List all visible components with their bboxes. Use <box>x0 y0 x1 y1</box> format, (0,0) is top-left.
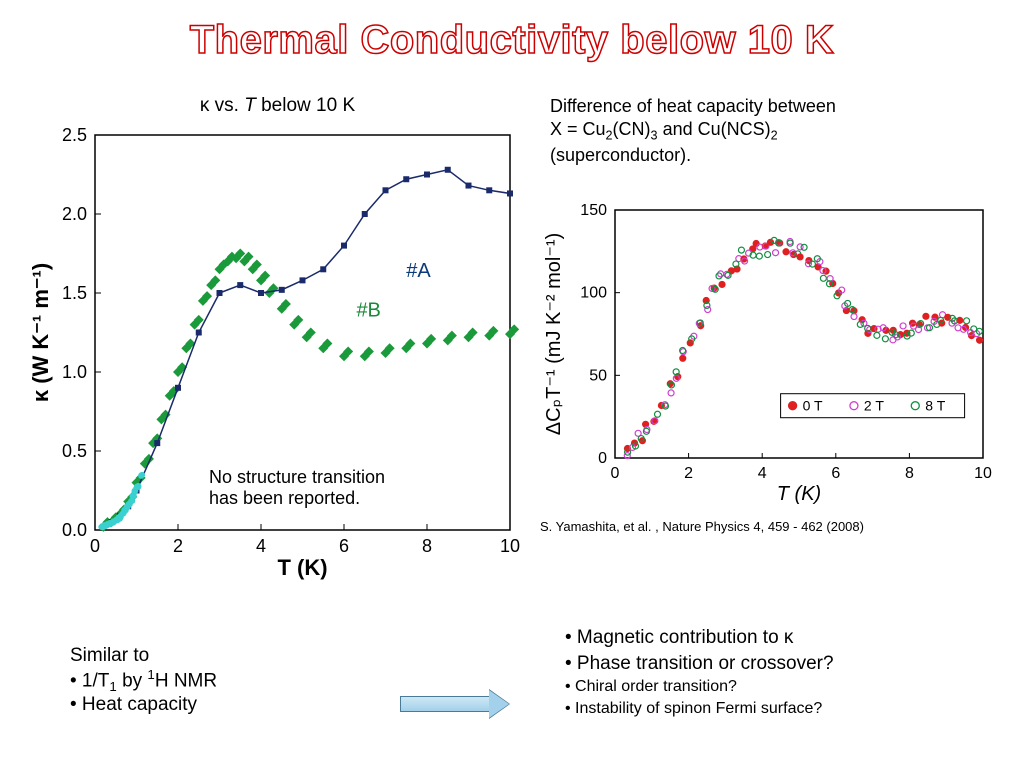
caption-prefix: κ vs. <box>200 95 244 116</box>
arrow-icon <box>400 690 520 718</box>
left-chart-annotation: No structure transition has been reporte… <box>205 465 389 511</box>
svg-text:#A: #A <box>406 260 431 282</box>
svg-text:ΔCₚT⁻¹ (mJ K⁻² mol⁻¹): ΔCₚT⁻¹ (mJ K⁻² mol⁻¹) <box>543 233 565 435</box>
svg-text:50: 50 <box>589 367 607 384</box>
reference-citation: S. Yamashita, et al. , Nature Physics 4,… <box>540 519 1015 534</box>
svg-text:8: 8 <box>905 465 914 482</box>
slide-title: Thermal Conductivity below 10 K <box>0 0 1024 63</box>
left-chart: 0 2 4 6 8 10 0.0 0.5 1.0 1.5 2.0 2.5 T (K) κ (W K⁻¹ m… <box>30 125 525 590</box>
left-chart-caption: κ vs. T below 10 K <box>30 95 525 117</box>
svg-text:10: 10 <box>500 536 520 556</box>
svg-text:T (K): T (K) <box>277 555 327 580</box>
svg-text:2.0: 2.0 <box>62 204 87 224</box>
right-description: Difference of heat capacity between X = … <box>540 95 1015 168</box>
svg-text:6: 6 <box>831 465 840 482</box>
svg-text:1.5: 1.5 <box>62 283 87 303</box>
svg-text:κ (W K⁻¹ m⁻¹): κ (W K⁻¹ m⁻¹) <box>30 263 53 402</box>
svg-text:2: 2 <box>173 536 183 556</box>
right-chart: 0246810050100150T (K)ΔCₚT⁻¹ (mJ K⁻² mol⁻… <box>540 198 1015 513</box>
right-bullets: • Magnetic contribution to κ • Phase tra… <box>565 625 834 719</box>
svg-text:0.0: 0.0 <box>62 520 87 540</box>
left-chart-panel: κ vs. T below 10 K 0 2 4 6 8 10 0.0 0.5 1.0 1.5 2.… <box>30 95 525 590</box>
svg-text:4: 4 <box>758 465 767 482</box>
svg-text:2 T: 2 T <box>864 397 884 413</box>
svg-text:0.5: 0.5 <box>62 441 87 461</box>
svg-text:0: 0 <box>598 450 607 467</box>
svg-text:150: 150 <box>580 202 607 219</box>
svg-text:0: 0 <box>611 465 620 482</box>
svg-text:10: 10 <box>974 465 992 482</box>
svg-text:2.5: 2.5 <box>62 125 87 145</box>
svg-text:8 T: 8 T <box>925 397 945 413</box>
svg-text:6: 6 <box>339 536 349 556</box>
svg-text:1.0: 1.0 <box>62 362 87 382</box>
svg-text:4: 4 <box>256 536 266 556</box>
svg-text:#B: #B <box>356 300 380 322</box>
right-panel: Difference of heat capacity between X = … <box>540 95 1015 534</box>
svg-text:T (K): T (K) <box>777 483 821 505</box>
svg-text:8: 8 <box>422 536 432 556</box>
svg-text:100: 100 <box>580 284 607 301</box>
bottom-left-text: Similar to • 1/T1 by 1H NMR • Heat capac… <box>70 645 217 716</box>
svg-text:0 T: 0 T <box>803 397 823 413</box>
caption-ital: T <box>244 95 256 116</box>
svg-text:0: 0 <box>90 536 100 556</box>
svg-text:2: 2 <box>684 465 693 482</box>
caption-suffix: below 10 K <box>256 95 355 116</box>
